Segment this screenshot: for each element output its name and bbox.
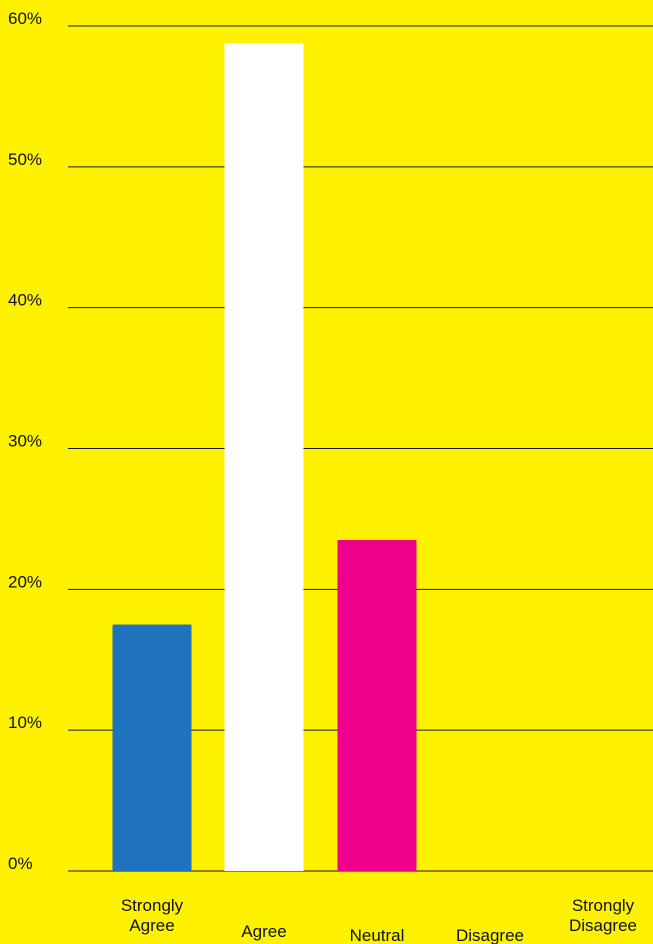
bar — [112, 624, 192, 871]
bars — [112, 42, 417, 871]
x-category-label: Strongly Agree — [121, 896, 184, 935]
x-category-label-line: Disagree — [569, 916, 637, 935]
x-category-label: Disagree — [456, 926, 524, 944]
x-category-label: Neutral — [350, 926, 405, 944]
y-tick-label: 20% — [8, 572, 42, 591]
x-category-label-line: Neutral — [350, 926, 405, 944]
bar — [337, 540, 417, 871]
x-axis-category-labels: Strongly Agree Agree Neutral DisagreeStrongl… — [121, 896, 637, 944]
x-category-label-line: Agree — [241, 922, 286, 941]
y-tick-label: 30% — [8, 432, 42, 451]
x-category-label-line: Strongly — [572, 896, 635, 915]
y-tick-label: 50% — [8, 150, 42, 169]
x-category-label: Strongly Disagree — [569, 896, 637, 935]
bar — [224, 42, 304, 871]
y-tick-label: 40% — [8, 291, 42, 310]
y-tick-label: 0% — [8, 854, 33, 873]
x-category-label-line: Agree — [129, 916, 174, 935]
y-axis-tick-labels: 0% 10% 20% 30% 40% 50% 60% — [8, 9, 42, 873]
x-category-label-line: Disagree — [456, 926, 524, 944]
y-tick-label: 60% — [8, 9, 42, 28]
y-tick-label: 10% — [8, 713, 42, 732]
x-category-label-line: Strongly — [121, 896, 184, 915]
x-category-label: Agree — [241, 922, 286, 941]
